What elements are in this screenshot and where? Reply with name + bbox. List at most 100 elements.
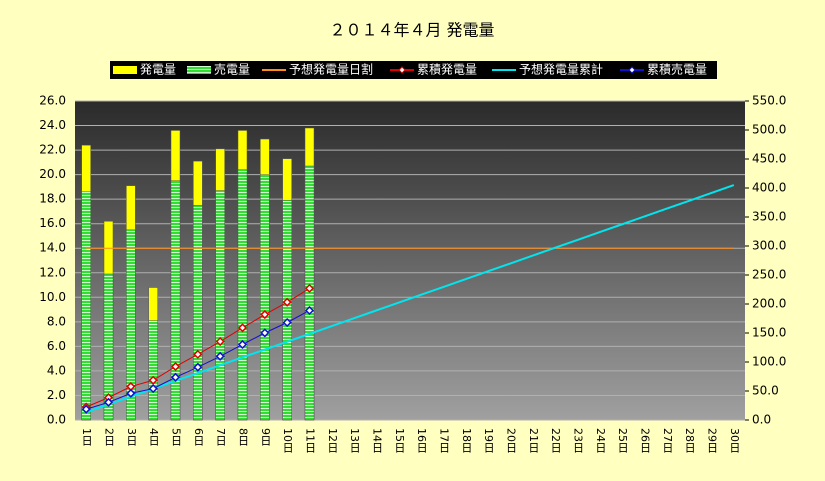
- bar: [237, 169, 248, 421]
- marker: [260, 328, 270, 338]
- x-tick-label: 18日: [460, 428, 473, 453]
- y2-tick-label: 50.0: [752, 384, 779, 398]
- marker: [103, 397, 114, 407]
- y-tick-label: 2.0: [47, 388, 66, 402]
- marker: [304, 283, 315, 293]
- legend-label: 売電量: [214, 62, 250, 77]
- x-tick-label: 23日: [572, 428, 585, 453]
- marker: [282, 317, 292, 328]
- bar: [81, 191, 91, 421]
- marker: [237, 323, 248, 333]
- legend-label: 予想発電量日割: [289, 62, 373, 77]
- x-tick-label: 29日: [706, 428, 719, 453]
- y2-tick-label: 250.0: [752, 268, 786, 282]
- y-tick-label: 22.0: [39, 143, 66, 157]
- y2-tick-label: 400.0: [752, 181, 786, 195]
- x-tick-label: 9日: [259, 428, 272, 446]
- legend-label: 予想発電量累計: [519, 62, 603, 77]
- bar: [260, 174, 270, 421]
- x-tick-label: 16日: [415, 428, 428, 453]
- y-tick-label: 18.0: [39, 192, 66, 206]
- marker: [170, 372, 181, 382]
- marker: [237, 339, 248, 350]
- x-tick-label: 19日: [482, 428, 495, 453]
- x-tick-label: 4日: [147, 428, 160, 446]
- x-tick-label: 12日: [326, 428, 339, 453]
- x-tick-label: 2日: [103, 428, 116, 446]
- y-tick-label: 8.0: [47, 314, 66, 328]
- legend-label: 発電量: [140, 63, 176, 77]
- x-tick-label: 15日: [393, 428, 406, 453]
- legend-label: 累積売電量: [647, 62, 707, 77]
- marker: [126, 388, 136, 398]
- x-tick-label: 7日: [214, 428, 227, 446]
- y2-tick-label: 550.0: [752, 94, 786, 108]
- x-tick-label: 6日: [192, 428, 205, 446]
- bar: [170, 180, 181, 421]
- x-tick-label: 10日: [281, 428, 294, 453]
- y2-tick-label: 450.0: [752, 152, 786, 166]
- chart-title: ２０１４年４月 発電量: [329, 21, 494, 40]
- bar: [126, 229, 136, 421]
- x-tick-label: 8日: [237, 428, 250, 446]
- marker: [81, 404, 91, 414]
- bar: [148, 320, 158, 421]
- x-tick-label: 1日: [80, 428, 93, 446]
- x-tick-label: 28日: [683, 428, 696, 453]
- y-tick-label: 12.0: [39, 265, 66, 279]
- x-tick-label: 25日: [616, 428, 629, 453]
- y-tick-label: 4.0: [47, 363, 66, 377]
- y-tick-label: 20.0: [39, 167, 66, 181]
- legend-marker: [628, 66, 636, 74]
- legend-marker: [398, 66, 406, 74]
- marker: [215, 351, 225, 361]
- x-tick-label: 30日: [728, 428, 741, 453]
- y-tick-label: 16.0: [39, 216, 66, 230]
- legend-label: 累積発電量: [417, 62, 477, 77]
- y-tick-label: 14.0: [39, 241, 66, 255]
- legend-swatch: [113, 66, 137, 74]
- y-tick-label: 24.0: [39, 118, 66, 132]
- x-tick-label: 21日: [527, 428, 540, 453]
- y-tick-label: 6.0: [47, 339, 66, 353]
- marker: [148, 375, 158, 385]
- y2-tick-label: 350.0: [752, 210, 786, 224]
- bar: [304, 165, 315, 421]
- marker: [215, 336, 225, 347]
- bar: [193, 205, 203, 421]
- x-tick-label: 24日: [594, 428, 607, 453]
- marker: [170, 362, 181, 372]
- legend-swatch: [187, 66, 211, 74]
- x-tick-label: 22日: [549, 428, 562, 453]
- y-tick-label: 0.0: [47, 413, 66, 427]
- x-tick-label: 17日: [438, 428, 451, 453]
- bar: [282, 200, 292, 421]
- y2-tick-label: 0.0: [752, 413, 771, 427]
- y-tick-label: 26.0: [39, 94, 66, 108]
- bar: [103, 273, 114, 421]
- x-tick-label: 5日: [170, 428, 183, 446]
- bar: [215, 190, 225, 421]
- marker: [260, 309, 270, 320]
- line: [85, 184, 735, 414]
- marker: [148, 384, 158, 394]
- x-tick-label: 27日: [661, 428, 674, 453]
- x-tick-label: 13日: [348, 428, 361, 453]
- x-tick-label: 26日: [639, 428, 652, 453]
- y2-tick-label: 200.0: [752, 297, 786, 311]
- y2-tick-label: 100.0: [752, 355, 786, 369]
- x-tick-label: 3日: [125, 428, 138, 446]
- x-tick-label: 20日: [505, 428, 518, 453]
- x-tick-label: 11日: [304, 428, 317, 453]
- y2-tick-label: 500.0: [752, 123, 786, 137]
- y-tick-label: 10.0: [39, 290, 66, 304]
- plot-area: [75, 101, 745, 420]
- x-tick-label: 14日: [371, 428, 384, 453]
- marker: [282, 297, 292, 307]
- y2-tick-label: 300.0: [752, 239, 786, 253]
- marker: [193, 362, 203, 372]
- y2-tick-label: 150.0: [752, 326, 786, 340]
- marker: [193, 349, 203, 359]
- marker: [304, 305, 315, 316]
